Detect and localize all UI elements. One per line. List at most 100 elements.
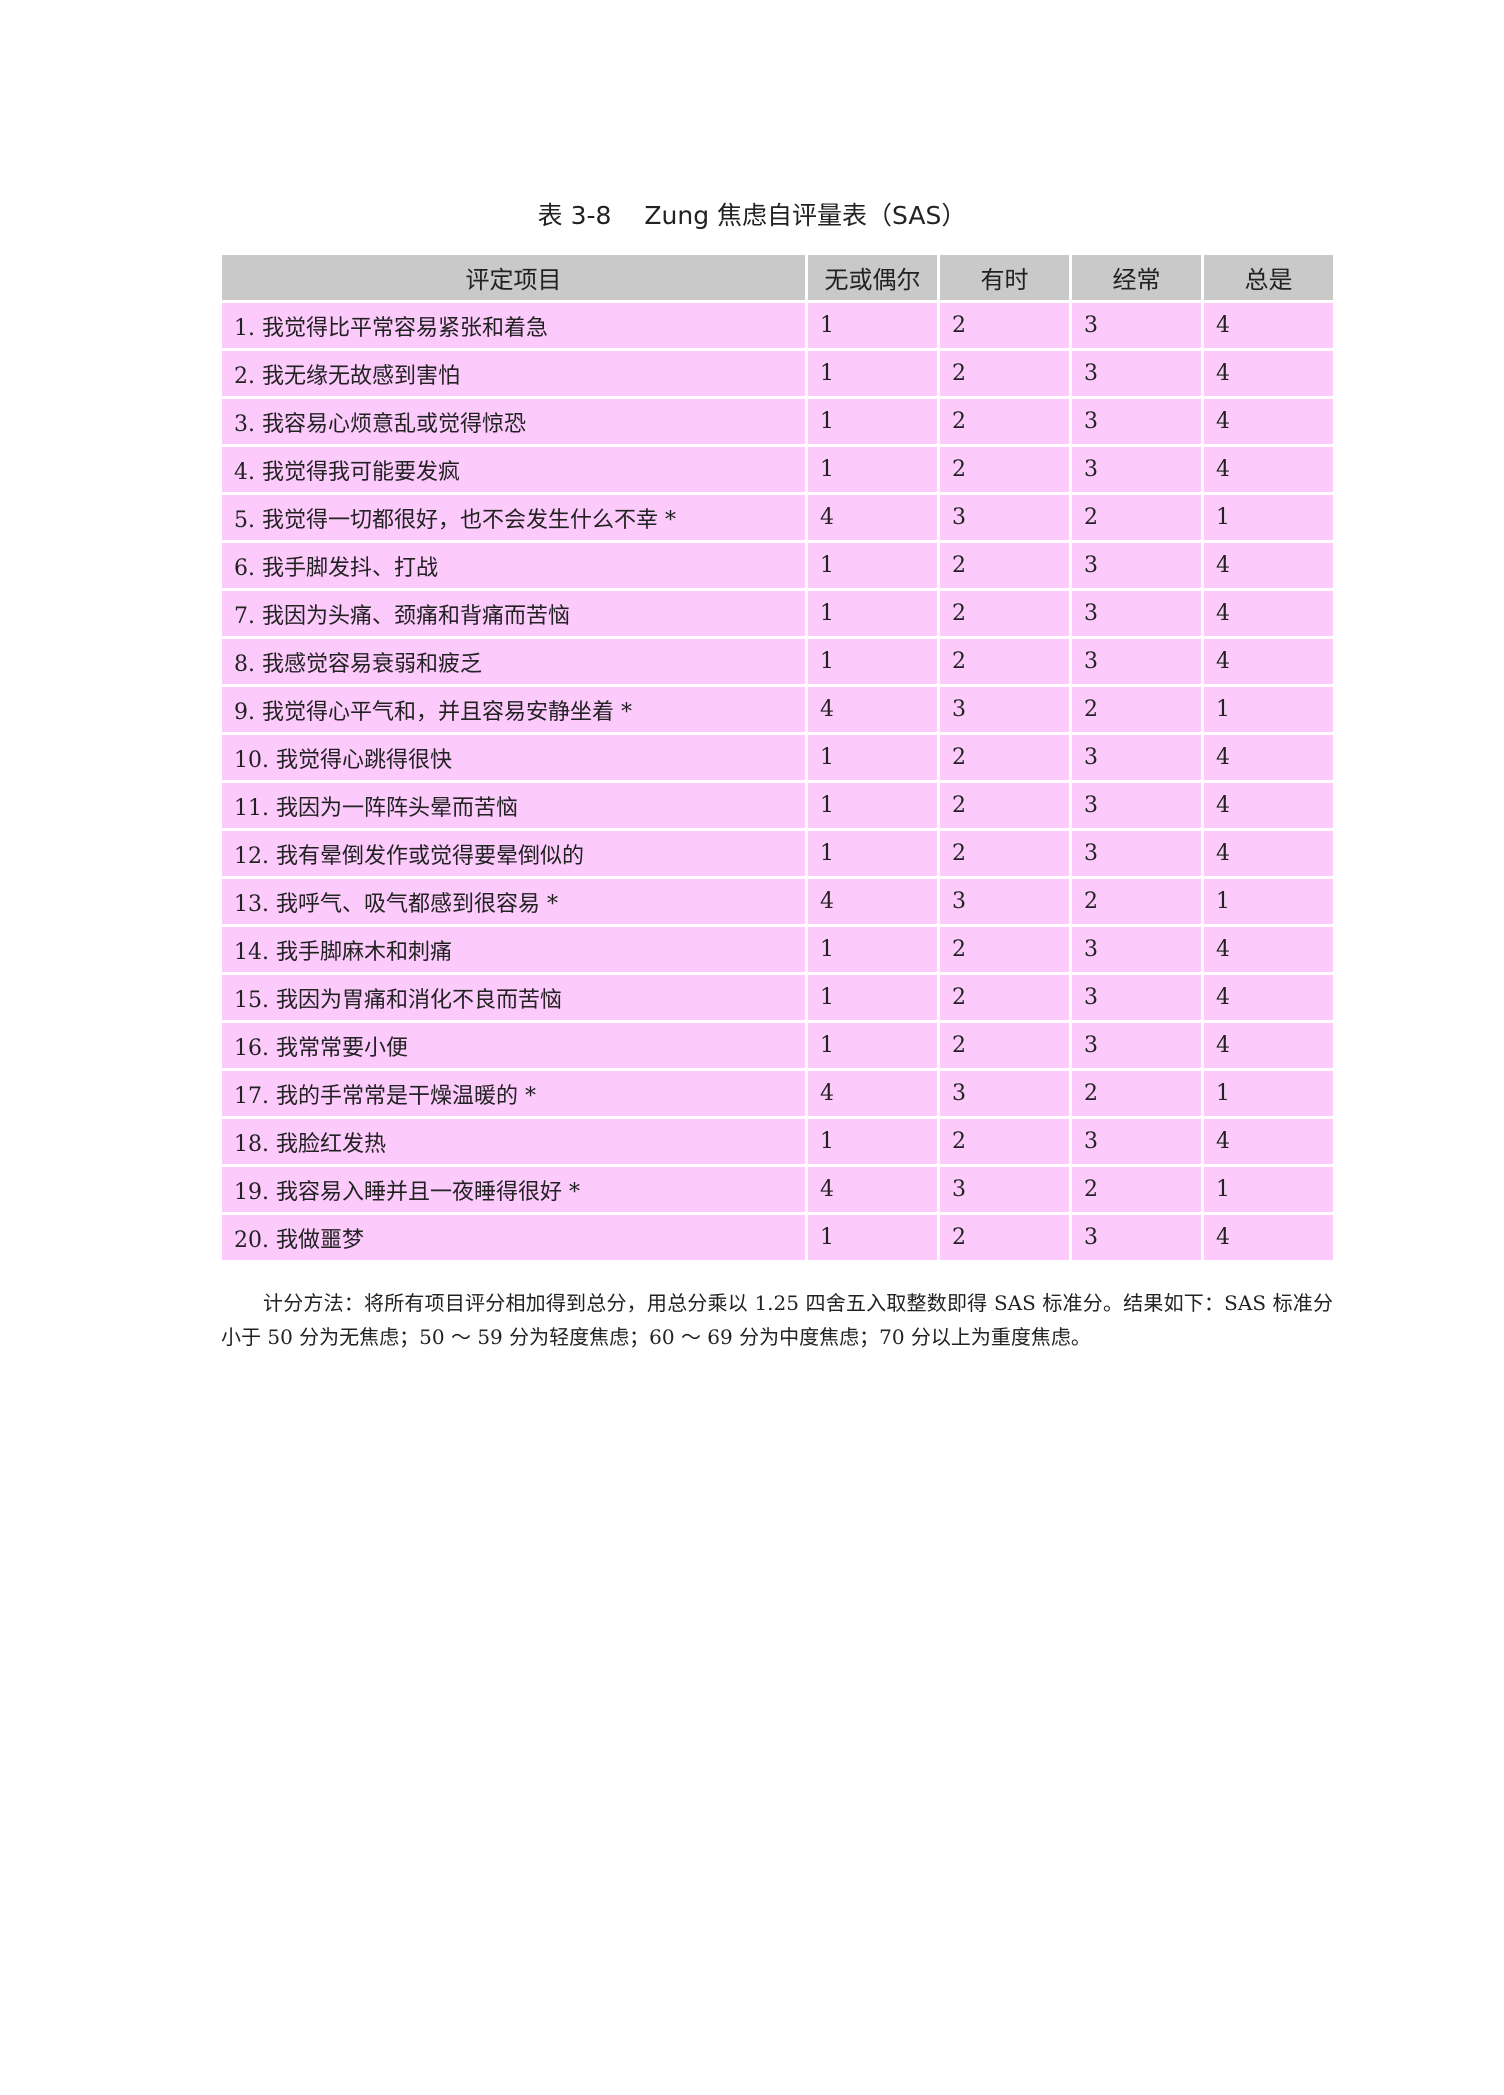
- item-cell: 2. 我无缘无故感到害怕: [222, 351, 805, 396]
- item-cell: 12. 我有晕倒发作或觉得要晕倒似的: [222, 831, 805, 876]
- score-cell: 4: [1204, 1215, 1333, 1260]
- header-cell: 经常: [1072, 255, 1201, 300]
- table-body: 1. 我觉得比平常容易紧张和着急 1 2 3 4 2. 我无缘无故感到害怕 1 2 3 4 3. 我…: [222, 303, 1333, 1260]
- header-cell: 总是: [1204, 255, 1333, 300]
- score-cell: 3: [1072, 735, 1201, 780]
- score-cell: 3: [1072, 447, 1201, 492]
- score-cell: 4: [1204, 783, 1333, 828]
- score-cell: 4: [1204, 927, 1333, 972]
- score-cell: 1: [1204, 1167, 1333, 1212]
- score-cell: 1: [1204, 495, 1333, 540]
- item-cell: 19. 我容易入睡并且一夜睡得很好 *: [222, 1167, 805, 1212]
- score-cell: 2: [940, 831, 1069, 876]
- table-row: 19. 我容易入睡并且一夜睡得很好 * 4 3 2 1: [222, 1167, 1333, 1212]
- item-cell: 13. 我呼气、吸气都感到很容易 *: [222, 879, 805, 924]
- score-cell: 1: [808, 351, 937, 396]
- item-cell: 3. 我容易心烦意乱或觉得惊恐: [222, 399, 805, 444]
- item-cell: 6. 我手脚发抖、打战: [222, 543, 805, 588]
- table-row: 12. 我有晕倒发作或觉得要晕倒似的 1 2 3 4: [222, 831, 1333, 876]
- table-row: 4. 我觉得我可能要发疯 1 2 3 4: [222, 447, 1333, 492]
- item-cell: 20. 我做噩梦: [222, 1215, 805, 1260]
- item-cell: 15. 我因为胃痛和消化不良而苦恼: [222, 975, 805, 1020]
- score-cell: 3: [1072, 927, 1201, 972]
- score-cell: 2: [940, 351, 1069, 396]
- score-cell: 3: [1072, 351, 1201, 396]
- table-title: 表 3-8 Zung 焦虑自评量表（SAS）: [537, 201, 967, 230]
- score-cell: 2: [940, 639, 1069, 684]
- score-cell: 4: [808, 495, 937, 540]
- score-cell: 3: [1072, 831, 1201, 876]
- score-cell: 2: [940, 591, 1069, 636]
- score-cell: 1: [808, 927, 937, 972]
- score-cell: 4: [1204, 1023, 1333, 1068]
- score-cell: 1: [808, 783, 937, 828]
- score-cell: 2: [940, 447, 1069, 492]
- score-cell: 4: [1204, 303, 1333, 348]
- table-row: 3. 我容易心烦意乱或觉得惊恐 1 2 3 4: [222, 399, 1333, 444]
- score-cell: 2: [1072, 1167, 1201, 1212]
- score-cell: 3: [1072, 1023, 1201, 1068]
- score-cell: 4: [808, 687, 937, 732]
- table-row: 20. 我做噩梦 1 2 3 4: [222, 1215, 1333, 1260]
- item-cell: 16. 我常常要小便: [222, 1023, 805, 1068]
- score-cell: 4: [1204, 399, 1333, 444]
- score-cell: 4: [1204, 351, 1333, 396]
- score-cell: 4: [1204, 735, 1333, 780]
- score-cell: 4: [1204, 975, 1333, 1020]
- score-cell: 2: [940, 543, 1069, 588]
- score-cell: 2: [940, 303, 1069, 348]
- score-cell: 3: [1072, 543, 1201, 588]
- score-cell: 2: [940, 783, 1069, 828]
- score-cell: 1: [808, 303, 937, 348]
- score-cell: 2: [1072, 495, 1201, 540]
- score-cell: 4: [1204, 1119, 1333, 1164]
- header-cell: 无或偶尔: [808, 255, 937, 300]
- table-row: 11. 我因为一阵阵头晕而苦恼 1 2 3 4: [222, 783, 1333, 828]
- table-row: 18. 我脸红发热 1 2 3 4: [222, 1119, 1333, 1164]
- score-cell: 4: [808, 1167, 937, 1212]
- item-cell: 7. 我因为头痛、颈痛和背痛而苦恼: [222, 591, 805, 636]
- score-cell: 3: [940, 879, 1069, 924]
- score-cell: 1: [808, 735, 937, 780]
- score-cell: 4: [1204, 639, 1333, 684]
- score-cell: 1: [1204, 687, 1333, 732]
- score-cell: 4: [808, 879, 937, 924]
- score-cell: 2: [1072, 1071, 1201, 1116]
- table-row: 6. 我手脚发抖、打战 1 2 3 4: [222, 543, 1333, 588]
- score-cell: 3: [1072, 591, 1201, 636]
- score-cell: 1: [808, 1215, 937, 1260]
- score-cell: 3: [1072, 303, 1201, 348]
- score-cell: 2: [940, 1215, 1069, 1260]
- table-row: 15. 我因为胃痛和消化不良而苦恼 1 2 3 4: [222, 975, 1333, 1020]
- score-cell: 1: [808, 1023, 937, 1068]
- score-cell: 2: [940, 975, 1069, 1020]
- item-cell: 17. 我的手常常是干燥温暖的 *: [222, 1071, 805, 1116]
- item-cell: 4. 我觉得我可能要发疯: [222, 447, 805, 492]
- table-row: 1. 我觉得比平常容易紧张和着急 1 2 3 4: [222, 303, 1333, 348]
- score-cell: 3: [940, 495, 1069, 540]
- score-cell: 3: [1072, 1119, 1201, 1164]
- scoring-note: 计分方法：将所有项目评分相加得到总分，用总分乘以 1.25 四舍五入取整数即得 …: [221, 1291, 1333, 1349]
- score-cell: 2: [1072, 879, 1201, 924]
- header-cell: 评定项目: [222, 255, 805, 300]
- table-row: 2. 我无缘无故感到害怕 1 2 3 4: [222, 351, 1333, 396]
- score-cell: 1: [808, 831, 937, 876]
- score-cell: 1: [808, 399, 937, 444]
- table: 评定项目 无或偶尔 有时 经常 总是 1. 我觉得比平常容易紧张和着急 1 2 3 4 2. 我无…: [219, 252, 1336, 1263]
- item-cell: 10. 我觉得心跳得很快: [222, 735, 805, 780]
- score-cell: 1: [808, 975, 937, 1020]
- table-row: 9. 我觉得心平气和，并且容易安静坐着 * 4 3 2 1: [222, 687, 1333, 732]
- score-cell: 4: [1204, 447, 1333, 492]
- table-row: 14. 我手脚麻木和刺痛 1 2 3 4: [222, 927, 1333, 972]
- score-cell: 1: [808, 591, 937, 636]
- score-cell: 3: [1072, 399, 1201, 444]
- score-cell: 1: [808, 543, 937, 588]
- score-cell: 1: [1204, 1071, 1333, 1116]
- score-cell: 2: [940, 1119, 1069, 1164]
- item-cell: 11. 我因为一阵阵头晕而苦恼: [222, 783, 805, 828]
- score-cell: 4: [1204, 543, 1333, 588]
- table-row: 5. 我觉得一切都很好，也不会发生什么不幸 * 4 3 2 1: [222, 495, 1333, 540]
- item-cell: 9. 我觉得心平气和，并且容易安静坐着 *: [222, 687, 805, 732]
- score-cell: 4: [1204, 591, 1333, 636]
